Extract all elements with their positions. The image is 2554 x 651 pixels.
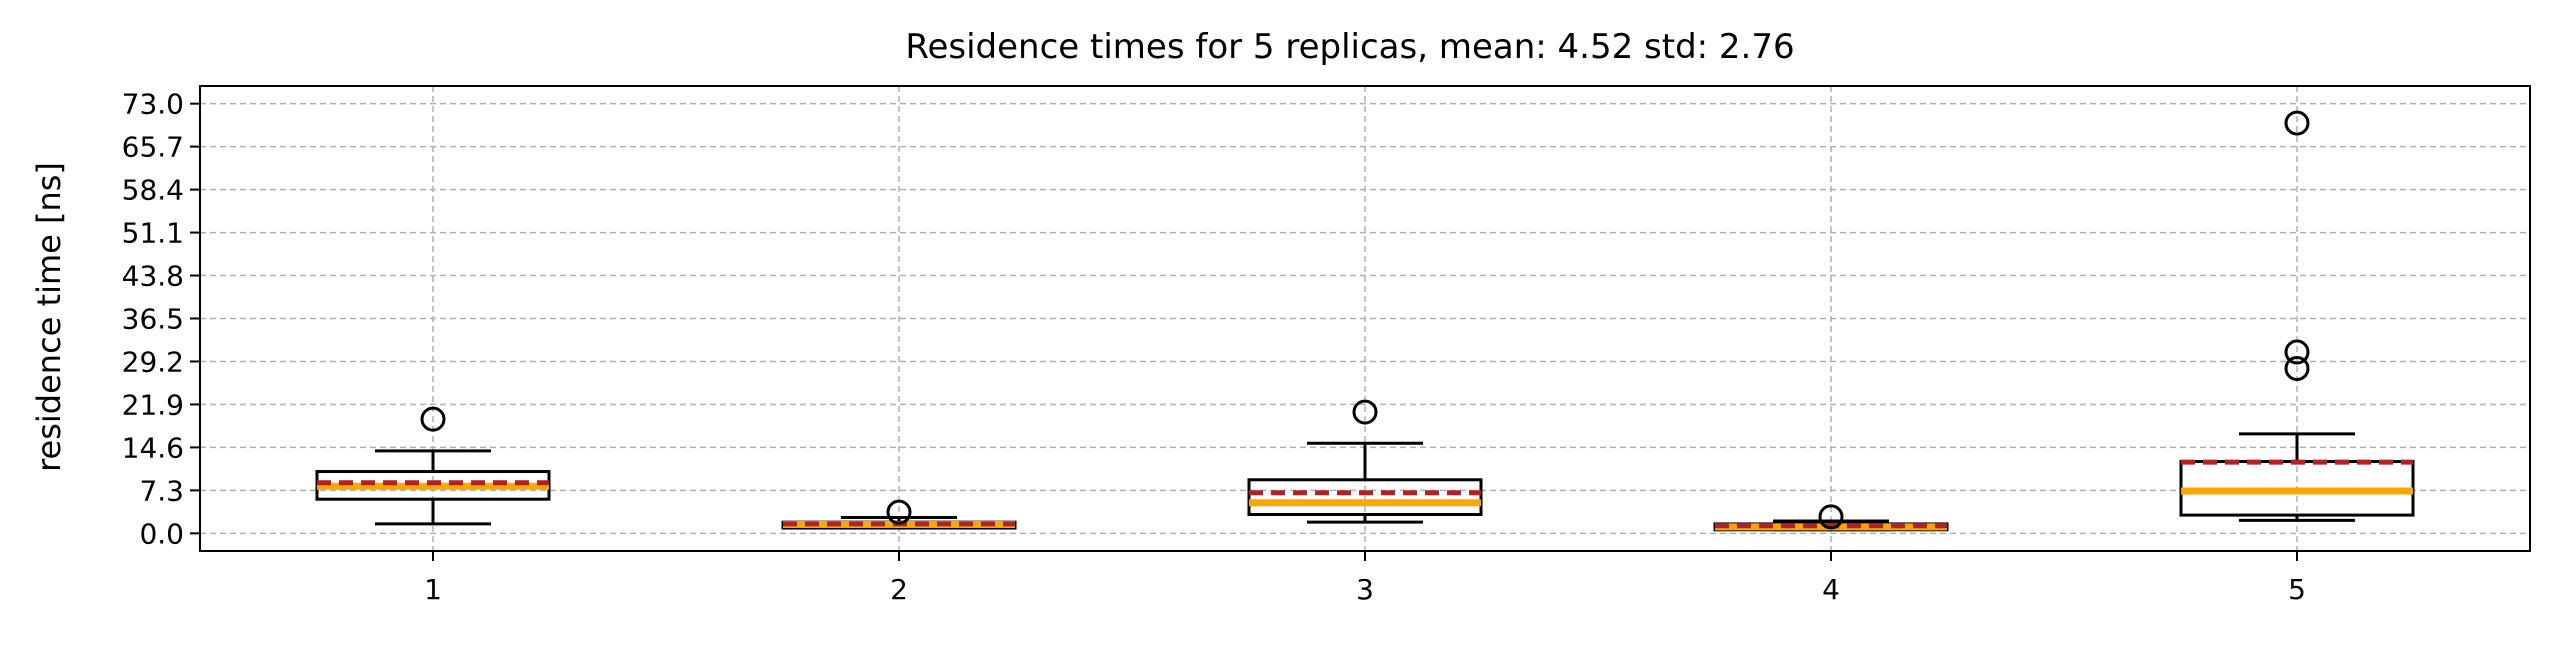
outlier-point	[420, 406, 446, 432]
y-tick-label: 7.3	[139, 474, 184, 507]
grid-lines	[200, 86, 2530, 551]
outlier-point	[2284, 339, 2310, 365]
y-axis-ticks: 0.0 7.3 14.6 21.9 29.2 36.5 43.8 51.1 58.4 65.7 73…	[122, 88, 200, 550]
outlier-point	[2284, 110, 2310, 136]
y-tick-label: 14.6	[122, 431, 184, 464]
box-4	[1713, 504, 1949, 532]
box-1	[315, 406, 551, 526]
box-plot-series	[315, 110, 2415, 532]
x-tick-label: 5	[2288, 573, 2306, 606]
x-tick-label: 2	[890, 573, 908, 606]
y-tick-label: 51.1	[122, 217, 184, 250]
y-axis-label: residence time [ns]	[30, 162, 68, 472]
y-tick-label: 0.0	[139, 517, 184, 550]
outlier-point	[886, 499, 912, 525]
y-tick-label: 43.8	[122, 260, 184, 293]
outlier-point	[1352, 399, 1378, 425]
y-tick-label: 36.5	[122, 303, 184, 336]
chart-title: Residence times for 5 replicas, mean: 4.…	[905, 27, 1794, 67]
x-tick-label: 4	[1822, 573, 1840, 606]
x-tick-label: 1	[424, 573, 442, 606]
box-iqr	[1247, 478, 1483, 517]
y-tick-label: 21.9	[122, 388, 184, 421]
y-tick-label: 65.7	[122, 131, 184, 164]
box-3	[1247, 399, 1483, 524]
box-2	[781, 499, 1017, 530]
x-tick-label: 3	[1356, 573, 1374, 606]
outlier-point	[1818, 504, 1844, 530]
box-5	[2179, 110, 2415, 522]
y-tick-label: 58.4	[122, 174, 184, 207]
y-tick-label: 73.0	[122, 88, 184, 121]
outlier-point	[2284, 356, 2310, 382]
y-tick-label: 29.2	[122, 345, 184, 378]
x-axis-ticks: 1 2 3 4 5	[424, 551, 2306, 606]
